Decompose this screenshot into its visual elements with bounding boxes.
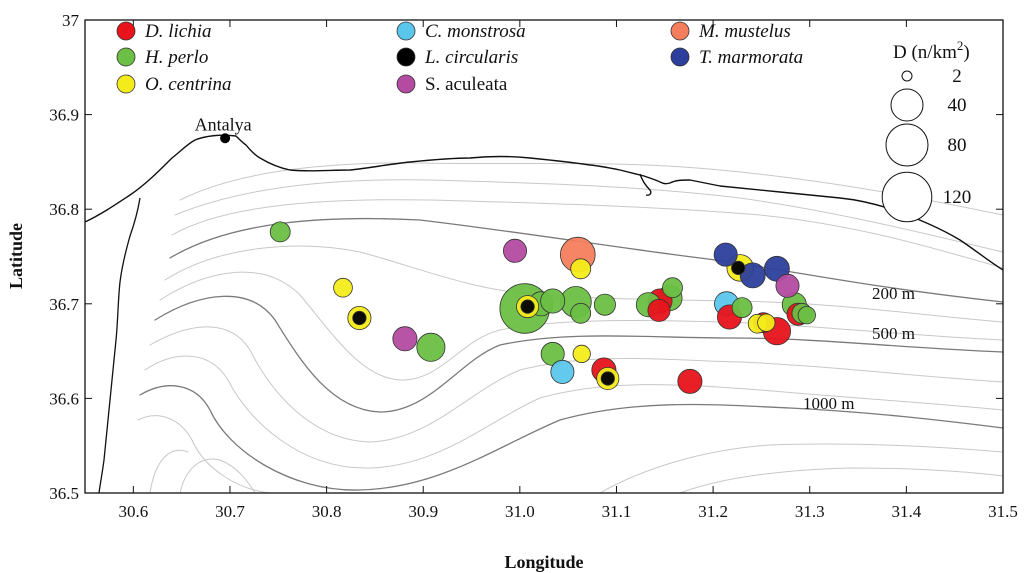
- legend-item-s-aculeata: S. aculeata: [396, 74, 508, 95]
- legend-label-c-monstrosa: C. monstrosa: [425, 21, 526, 42]
- y-tick-label-0: 36.5: [49, 484, 79, 503]
- legend-swatch-m-mustelus: [670, 21, 690, 41]
- legend-label-l-circularis: L. circularis: [424, 47, 518, 68]
- legend-swatch-t-marmorata: [670, 47, 690, 67]
- size-legend-circle-80: [885, 123, 929, 167]
- coastline-inlet: [639, 173, 652, 196]
- point-h-perlo-16: [593, 293, 616, 316]
- bathymetry-contours: [137, 162, 1004, 494]
- x-tick-label-9: 31.5: [988, 502, 1018, 521]
- legend-item-c-monstrosa: C. monstrosa: [396, 21, 526, 42]
- size-legend-label-2: 2: [952, 66, 962, 87]
- legend-item-m-mustelus: M. mustelus: [670, 21, 791, 42]
- legend-label-h-perlo: H. perlo: [144, 47, 208, 68]
- size-legend-circle-40: [890, 88, 924, 122]
- legend-item-d-lichia: D. lichia: [116, 21, 212, 42]
- antalya-label: Antalya: [195, 114, 252, 134]
- legend-label-d-lichia: D. lichia: [144, 21, 212, 42]
- depth-label-200m: 200 m: [872, 284, 915, 303]
- point-h-perlo-36: [731, 297, 753, 319]
- point-l-circularis-11: [520, 299, 535, 314]
- point-d-lichia-23: [677, 368, 703, 394]
- point-l-circularis-31: [731, 260, 746, 275]
- legend-item-t-marmorata: T. marmorata: [670, 47, 803, 68]
- depth-label-1000m: 1000 m: [803, 394, 854, 413]
- point-s-aculeata-41: [775, 273, 800, 298]
- species-legend: D. lichia H. perlo O. centrina C. monstrosa…: [116, 21, 803, 95]
- contour-500m: [154, 295, 1004, 413]
- x-tick-label-3: 30.9: [408, 502, 438, 521]
- legend-swatch-o-centrina: [116, 74, 136, 94]
- coastline-west: [98, 197, 141, 494]
- legend-swatch-c-monstrosa: [396, 21, 416, 41]
- y-tick-label-3: 36.8: [49, 200, 79, 219]
- point-s-aculeata-6: [502, 238, 527, 263]
- point-o-centrina-18: [572, 344, 591, 363]
- size-legend-label-40: 40: [948, 95, 967, 116]
- depth-label-500m: 500 m: [872, 324, 915, 343]
- size-legend-title-sup: 2: [957, 38, 964, 53]
- y-tick-label-5: 37: [62, 11, 80, 30]
- legend-swatch-l-circularis: [396, 47, 416, 67]
- density-points: [269, 221, 816, 394]
- x-tick-label-6: 31.2: [698, 502, 728, 521]
- x-tick-label-0: 30.6: [118, 502, 148, 521]
- size-legend-label-80: 80: [948, 135, 967, 156]
- point-h-perlo-28: [662, 277, 683, 299]
- legend-label-m-mustelus: M. mustelus: [698, 21, 791, 42]
- x-tick-label-2: 30.8: [312, 502, 342, 521]
- legend-swatch-d-lichia: [116, 21, 136, 41]
- point-o-centrina-39: [757, 313, 776, 332]
- point-l-circularis-3: [352, 310, 367, 326]
- x-tick-label-1: 30.7: [215, 502, 245, 521]
- x-tick-label-8: 31.4: [891, 502, 921, 521]
- y-tick-label-1: 36.6: [49, 389, 79, 408]
- legend-item-o-centrina: O. centrina: [116, 74, 232, 95]
- point-t-marmorata-32: [739, 262, 766, 289]
- legend-item-l-circularis: L. circularis: [396, 47, 518, 68]
- legend-item-h-perlo: H. perlo: [116, 47, 208, 68]
- size-legend-title-main: D (n/km: [893, 42, 957, 63]
- map-background: [85, 20, 1003, 493]
- coastline: [84, 134, 1004, 271]
- point-o-centrina-15: [570, 258, 592, 280]
- point-h-perlo-5: [416, 332, 446, 362]
- axes: 30.6 30.7 30.8 30.9 31.0 31.1 31.2 31.3 31.4 31.5…: [49, 11, 1018, 521]
- legend-swatch-h-perlo: [116, 47, 136, 67]
- point-s-aculeata-4: [392, 326, 418, 352]
- y-axis-title: Latitude: [6, 223, 26, 289]
- point-o-centrina-1: [333, 277, 353, 298]
- place-antalya: Antalya: [195, 114, 252, 144]
- point-h-perlo-13: [570, 302, 592, 324]
- x-axis-title: Longitude: [504, 552, 583, 572]
- point-h-perlo-9: [540, 288, 566, 314]
- y-tick-label-4: 36.9: [49, 106, 79, 125]
- point-t-marmorata-29: [713, 242, 738, 267]
- legend-swatch-s-aculeata: [396, 74, 416, 94]
- size-legend-title-close: ): [963, 42, 969, 63]
- point-h-perlo-45: [797, 306, 816, 325]
- legend-label-s-aculeata: S. aculeata: [425, 74, 508, 95]
- point-l-circularis-22: [600, 371, 615, 386]
- map-frame: [84, 19, 1004, 494]
- legend-label-o-centrina: O. centrina: [145, 74, 232, 95]
- y-tick-label-2: 36.7: [49, 295, 79, 314]
- size-legend-label-120: 120: [943, 187, 972, 208]
- size-legend-circle-120: [881, 171, 933, 223]
- contour-1000m: [139, 385, 1004, 491]
- x-tick-label-4: 31.0: [505, 502, 535, 521]
- size-legend-title: D (n/km2): [893, 38, 970, 63]
- point-c-monstrosa-19: [550, 359, 575, 384]
- point-h-perlo-0: [269, 221, 291, 243]
- x-tick-label-7: 31.3: [795, 502, 825, 521]
- antalya-marker: [220, 133, 231, 144]
- point-d-lichia-25: [647, 298, 671, 322]
- legend-label-t-marmorata: T. marmorata: [699, 47, 803, 68]
- size-legend-circle-2: [901, 70, 913, 82]
- x-tick-label-5: 31.1: [602, 502, 632, 521]
